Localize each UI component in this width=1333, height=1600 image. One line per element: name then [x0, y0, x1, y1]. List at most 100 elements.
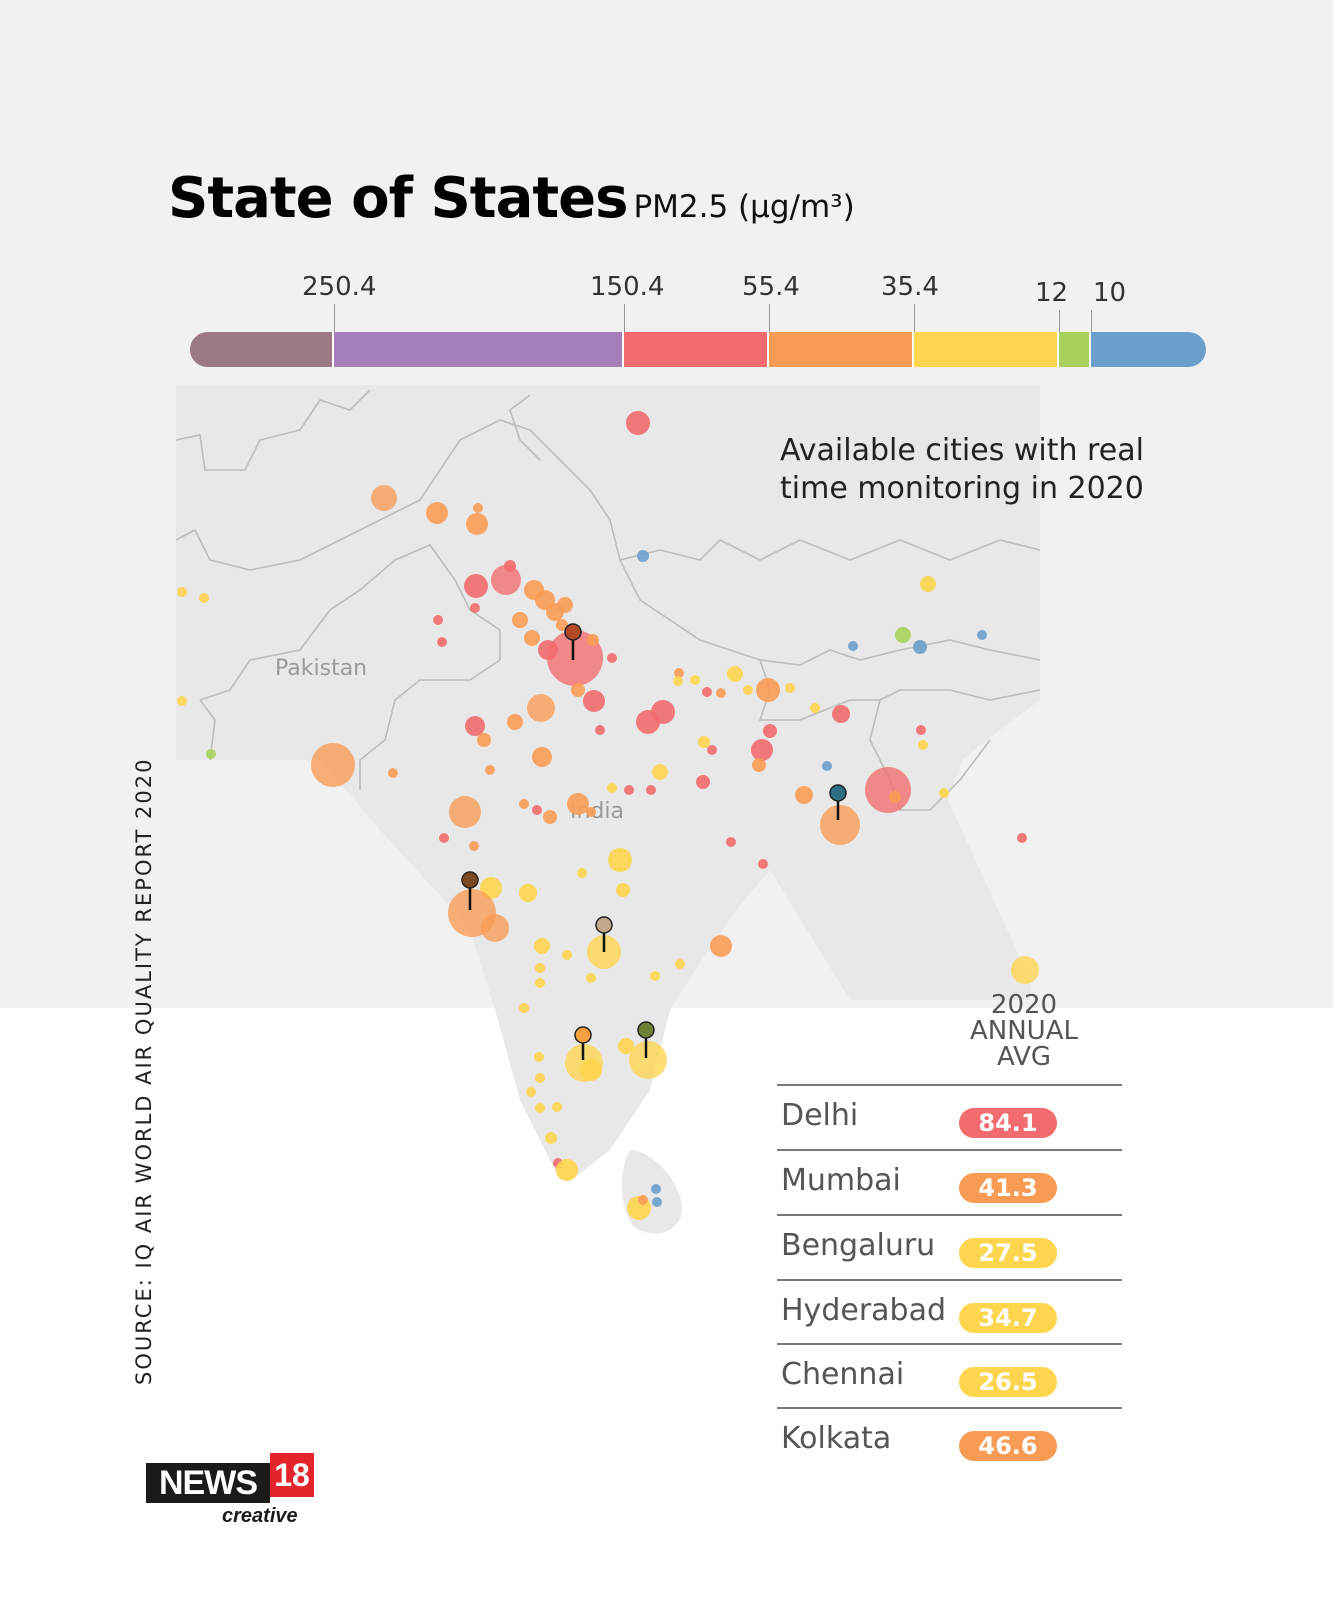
city-dot [707, 745, 717, 755]
city-dot [889, 791, 901, 803]
pin-head [564, 623, 582, 641]
tick-line [769, 304, 770, 334]
city-dot [371, 485, 397, 511]
city-dot [586, 807, 596, 817]
table-header-year: 2020 [990, 990, 1058, 1020]
city-name: Delhi [781, 1098, 859, 1133]
city-dot [698, 736, 710, 748]
city-dot [638, 1195, 648, 1205]
city-dot [651, 1184, 661, 1194]
scale-segment-moderate [914, 332, 1059, 367]
border-lines [175, 389, 1041, 811]
row-divider [777, 1084, 1122, 1086]
map-note-line-1: Available cities with real [780, 433, 1144, 468]
city-name: Kolkata [781, 1421, 892, 1456]
city-dot [466, 513, 488, 535]
logo-number: 18 [270, 1453, 314, 1497]
city-dot [552, 1102, 562, 1112]
tick-label-250: 250.4 [302, 272, 377, 302]
value-badge: 26.5 [959, 1367, 1057, 1397]
pin-delhi [564, 623, 582, 660]
city-dot [545, 1132, 557, 1144]
logo-brand: NEWS [146, 1463, 270, 1503]
scale-segment-very-unhealthy [334, 332, 624, 367]
city-dot [465, 716, 485, 736]
pin-head [461, 871, 479, 889]
city-dot [519, 1003, 529, 1013]
scale-segment-hazardous [190, 332, 334, 367]
city-dot [607, 653, 617, 663]
tick-label-55: 55.4 [742, 272, 800, 302]
city-dot [763, 724, 777, 738]
city-dot [507, 714, 523, 730]
city-dot [636, 710, 660, 734]
city-dot [433, 615, 443, 625]
city-dot [388, 768, 398, 778]
city-dot [485, 765, 495, 775]
city-dot [524, 630, 540, 646]
city-dot [535, 963, 545, 973]
city-dot [752, 758, 766, 772]
city-dot [481, 914, 509, 942]
tick-label-12: 12 [1035, 278, 1069, 308]
city-dot [977, 630, 987, 640]
map-note: Available cities with real time monitori… [780, 432, 1144, 508]
city-dot [519, 884, 537, 902]
city-dot [751, 739, 773, 761]
city-dot [795, 786, 813, 804]
city-dot [848, 641, 858, 651]
city-dot [675, 959, 685, 969]
city-dot [595, 725, 605, 735]
city-dot [567, 793, 589, 815]
city-dot [674, 668, 684, 678]
city-dot [637, 550, 649, 562]
tick-label-10: 10 [1093, 278, 1127, 308]
table-row-kolkata: Kolkata 46.6 [777, 1407, 1122, 1471]
page-title: State of States [168, 166, 628, 231]
scale-segment-good [1059, 332, 1091, 367]
row-divider [777, 1214, 1122, 1216]
city-dot [939, 788, 949, 798]
city-dot [743, 685, 753, 695]
pin-bengaluru [574, 1026, 592, 1060]
city-dot [504, 560, 516, 572]
map-note-line-2: time monitoring in 2020 [780, 471, 1144, 506]
news18-logo: NEWS 18 creative [146, 1453, 318, 1527]
scale-segment-unhealthy [624, 332, 769, 367]
city-dot [532, 805, 542, 815]
table-row-delhi: Delhi 84.1 [777, 1084, 1122, 1148]
source-credit: SOURCE: IQ AIR WORLD AIR QUALITY REPORT … [132, 757, 156, 1386]
city-dot [469, 841, 479, 851]
city-dot [426, 502, 448, 524]
city-dot [710, 935, 732, 957]
city-dot [177, 587, 187, 597]
city-dot [608, 848, 632, 872]
row-divider [777, 1407, 1122, 1409]
land-region [176, 385, 1040, 1180]
row-divider [777, 1279, 1122, 1281]
table-row-chennai: Chennai 26.5 [777, 1343, 1122, 1407]
row-divider [777, 1149, 1122, 1151]
value-badge: 46.6 [959, 1431, 1057, 1461]
city-name: Hyderabad [781, 1293, 946, 1328]
city-dot [785, 683, 795, 693]
city-dot [726, 837, 736, 847]
city-dot [822, 761, 832, 771]
city-dot [562, 950, 572, 960]
city-dot [690, 675, 700, 685]
city-dot [646, 785, 656, 795]
pin-head [574, 1026, 592, 1044]
value-badge: 27.5 [959, 1238, 1057, 1268]
scale-segment-sensitive [769, 332, 914, 367]
tick-label-150: 150.4 [590, 272, 665, 302]
city-dot [439, 833, 449, 843]
city-dot [556, 619, 568, 631]
city-dot [519, 799, 529, 809]
pin-head [637, 1021, 655, 1039]
city-dot [464, 574, 488, 598]
city-dot [587, 634, 599, 646]
city-dot [473, 503, 483, 513]
city-dot [477, 733, 491, 747]
pin-head [829, 784, 847, 802]
city-dot [535, 978, 545, 988]
